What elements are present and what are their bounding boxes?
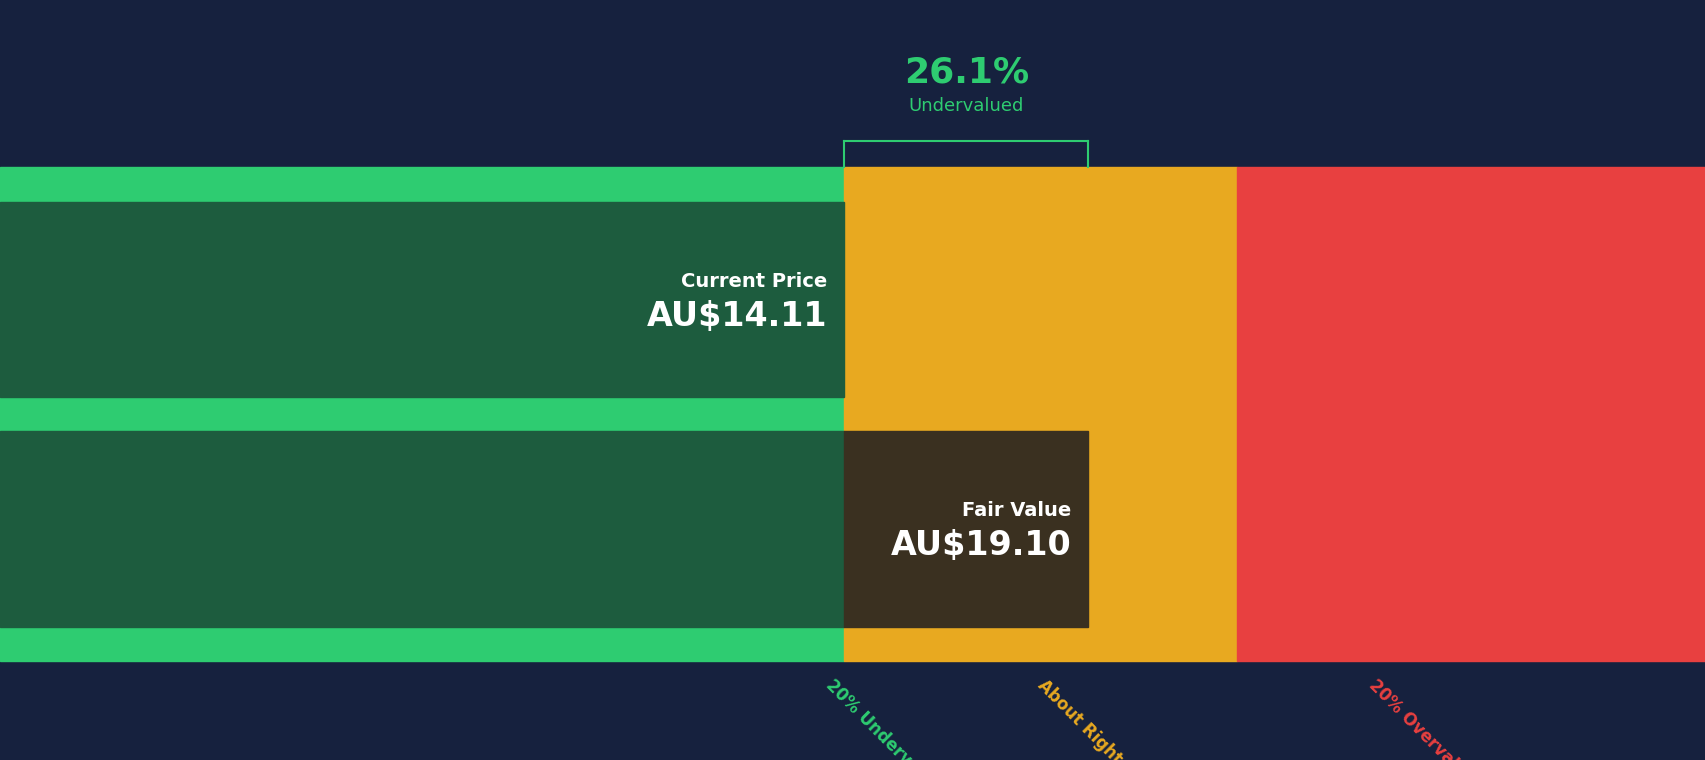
Bar	[844, 432, 1088, 626]
Bar	[0, 432, 844, 626]
Text: 26.1%: 26.1%	[904, 55, 1028, 89]
Text: 20% Overvalued: 20% Overvalued	[1364, 676, 1485, 760]
Text: Current Price: Current Price	[680, 271, 827, 290]
Bar	[844, 167, 1236, 661]
Bar	[0, 167, 844, 661]
Text: AU$19.10: AU$19.10	[890, 529, 1071, 562]
Bar	[1236, 167, 1705, 661]
Text: Undervalued: Undervalued	[909, 97, 1023, 116]
Text: About Right: About Right	[1033, 676, 1125, 760]
Text: Fair Value: Fair Value	[962, 502, 1071, 521]
Text: AU$14.11: AU$14.11	[646, 299, 827, 333]
Text: 20% Undervalued: 20% Undervalued	[822, 676, 951, 760]
Bar	[0, 201, 844, 397]
